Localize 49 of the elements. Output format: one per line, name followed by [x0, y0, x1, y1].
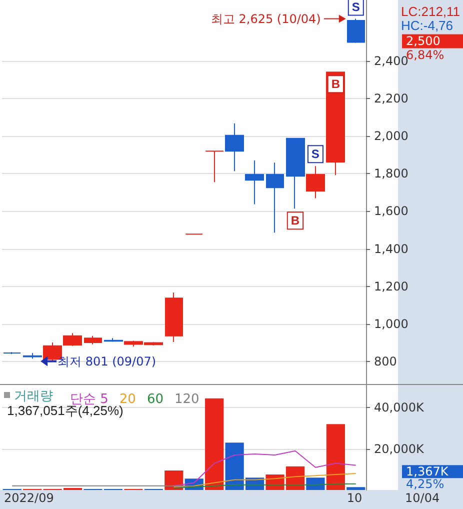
text: 단순 5	[70, 392, 108, 407]
annotation: 거래량	[14, 388, 53, 403]
y-tick-label: 1,800	[374, 166, 408, 181]
text: 120	[174, 392, 200, 407]
candlestick	[63, 332, 82, 346]
annotation: 10	[346, 491, 362, 505]
text: LC:212,11	[401, 4, 460, 19]
candlestick	[347, 18, 365, 44]
bar	[306, 478, 325, 490]
annotation: 최저 801 (09/07)	[58, 354, 156, 368]
candlestick	[266, 162, 284, 234]
y-tick-label: 2,200	[374, 92, 408, 106]
text: 20	[119, 392, 136, 407]
candlestick	[306, 166, 325, 199]
candlestick	[165, 292, 183, 342]
annotation: S	[311, 147, 320, 162]
annotation: 2022/09	[4, 491, 54, 505]
text: 1,367K	[406, 464, 450, 479]
candlestick	[3, 352, 21, 354]
text: 4,25%	[406, 477, 444, 492]
y-tick-label: 800	[374, 354, 397, 368]
text: HC:-4,76	[401, 18, 454, 33]
candlestick	[23, 352, 42, 360]
line-series	[173, 450, 356, 486]
candlestick	[245, 160, 264, 205]
bar	[346, 487, 366, 490]
annotation: S	[352, 0, 360, 14]
y-tick-label: 20,000K	[374, 442, 425, 456]
candlestick	[104, 338, 123, 342]
text: 6,84%	[406, 48, 444, 62]
annotation: B	[331, 77, 340, 92]
candlestick	[225, 122, 244, 172]
text: 2,500	[406, 34, 440, 48]
y-tick-label: 1,600	[374, 204, 408, 218]
line-series	[173, 473, 356, 488]
candlestick	[286, 138, 305, 210]
annotation: 최고 2,625 (10/04)	[210, 12, 321, 26]
text: 60	[146, 392, 164, 407]
text: 10/04	[405, 491, 440, 505]
candlestick	[84, 335, 102, 345]
y-tick-label: 40,000K	[374, 400, 425, 415]
annotation: B	[290, 214, 300, 228]
y-tick-label: 1,000	[374, 316, 408, 331]
candlestick	[205, 150, 224, 183]
y-tick-label: 1,400	[374, 242, 408, 256]
bar	[205, 398, 224, 490]
bar	[326, 424, 345, 490]
y-tick-label: 2,000	[374, 129, 408, 144]
y-tick-label: 1,200	[374, 279, 408, 294]
